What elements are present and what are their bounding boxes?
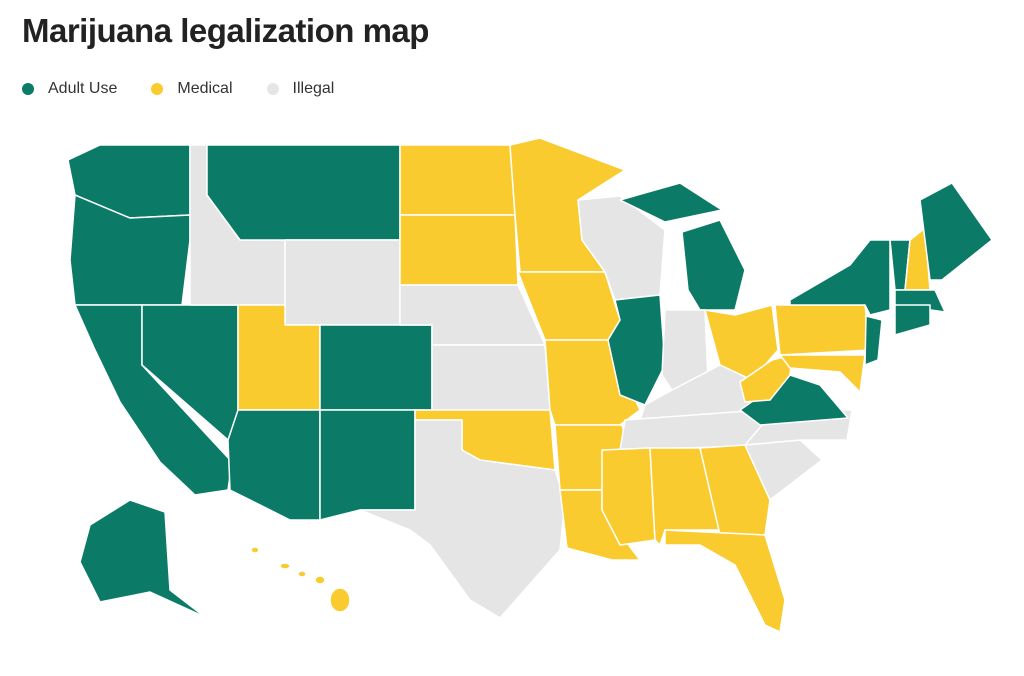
state <box>789 239 891 316</box>
state <box>779 354 866 393</box>
island <box>297 570 307 578</box>
legend-item: Medical <box>151 80 233 98</box>
state <box>919 182 993 281</box>
state <box>739 354 793 403</box>
state <box>69 194 191 306</box>
state <box>894 304 931 336</box>
legend-label: Medical <box>177 80 233 97</box>
legend-dot <box>151 83 164 95</box>
state <box>607 294 666 406</box>
island <box>279 562 291 570</box>
state <box>319 409 416 521</box>
island <box>329 587 351 613</box>
state <box>664 529 786 633</box>
state <box>864 315 883 366</box>
state <box>359 419 566 619</box>
state <box>206 144 401 241</box>
state <box>319 324 433 411</box>
map-title: Marijuana legalization map <box>22 12 429 49</box>
island <box>314 575 326 585</box>
state <box>79 499 206 618</box>
legend-dot <box>22 83 34 95</box>
island <box>250 546 260 554</box>
state <box>619 182 723 223</box>
legend-item: Illegal <box>266 80 335 98</box>
state <box>774 304 871 356</box>
state <box>699 444 771 536</box>
legend: Adult Use Medical Illegal <box>22 80 334 98</box>
legend-item: Adult Use <box>22 80 117 98</box>
state <box>399 144 516 216</box>
state <box>431 344 551 411</box>
state <box>227 409 321 521</box>
state <box>399 214 519 286</box>
state <box>681 219 746 311</box>
state <box>284 239 401 326</box>
legend-label: Adult Use <box>48 80 118 97</box>
legend-dot <box>266 83 279 95</box>
state <box>601 447 656 546</box>
legend-label: Illegal <box>292 80 335 97</box>
